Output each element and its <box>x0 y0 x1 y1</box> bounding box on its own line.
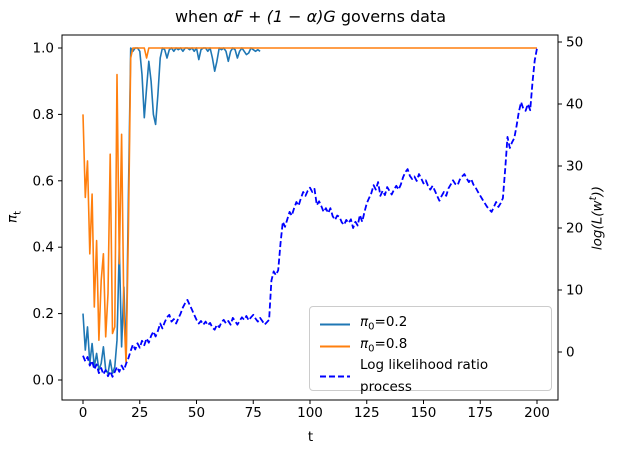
legend-pi-symbol: π <box>360 314 369 330</box>
y-axis-label-left: πt <box>5 211 24 223</box>
loglik-label-sup: t <box>587 196 599 201</box>
loglik-label-text: log(L(wt)) <box>587 185 605 251</box>
y-axis-label-right: log(L(wt)) <box>587 186 605 250</box>
legend-entry-pi02: π0=0.2 <box>320 314 541 336</box>
chart-title-math: αF + (1 − α)G <box>223 7 336 26</box>
chart-title: when αF + (1 − α)G governs data <box>0 7 621 27</box>
series-pi0-0.8-line <box>82 47 537 365</box>
series-log-likelihood-ratio-line <box>82 48 538 378</box>
legend-line-sample-glyph <box>320 345 350 348</box>
legend-line-sample-pi08 <box>320 344 350 349</box>
legend-label-rest: =0.8 <box>374 335 408 352</box>
x-tick-label: 75 <box>245 405 262 421</box>
y-left-tick-label: 0.2 <box>33 306 54 322</box>
legend-label-rest: =0.2 <box>374 314 408 330</box>
y-right-tick-label: 20 <box>566 221 583 237</box>
y-left-tick-label: 0.4 <box>33 240 54 256</box>
legend-line-sample-pi02 <box>320 322 350 327</box>
y-right-tick-label: 0 <box>566 345 575 361</box>
legend-pi-symbol: π <box>360 335 369 352</box>
legend-label-rest: Log likelihood ratio process <box>360 357 489 396</box>
y-right-tick-label: 30 <box>566 159 583 175</box>
loglik-label-post: )) <box>588 185 605 197</box>
legend-pi-subscript: 0 <box>368 321 375 333</box>
y-left-tick-label: 0.6 <box>33 173 54 189</box>
legend-line-sample-glyph <box>320 323 350 326</box>
chart-title-suffix: governs data <box>335 7 447 26</box>
y-right-tick-label: 40 <box>566 97 583 113</box>
x-tick-label: 175 <box>467 405 493 421</box>
chart-title-prefix: when <box>174 7 224 26</box>
legend-line-sample-loglik <box>320 374 350 379</box>
x-tick-label: 25 <box>131 405 148 421</box>
y-right-tick-label: 50 <box>566 35 583 51</box>
y-left-tick-label: 0.8 <box>33 107 54 123</box>
x-tick-label: 150 <box>411 405 437 421</box>
legend-line-sample-glyph <box>320 375 350 378</box>
x-tick-label: 200 <box>524 405 550 421</box>
loglik-label-pre: log(L(w <box>588 200 605 251</box>
x-tick-label: 0 <box>79 405 88 421</box>
y-left-tick-label: 1.0 <box>33 41 54 57</box>
legend-pi-subscript: 0 <box>368 343 375 355</box>
legend-label-pi02: π0=0.2 <box>360 314 407 336</box>
x-tick-label: 125 <box>354 405 380 421</box>
legend-label-loglik: Log likelihood ratio process <box>360 357 541 396</box>
x-tick-label: 100 <box>297 405 323 421</box>
pi-subscript: t <box>12 210 24 215</box>
legend: π0=0.2 π0=0.8 Log likelihood ratio proce… <box>309 306 552 395</box>
legend-label-pi08: π0=0.8 <box>360 336 407 358</box>
x-tick-label: 50 <box>188 405 205 421</box>
legend-entry-loglik: Log likelihood ratio process <box>320 357 541 396</box>
y-left-tick-label: 0.0 <box>33 373 54 389</box>
legend-entry-pi08: π0=0.8 <box>320 336 541 358</box>
y-right-tick-label: 10 <box>566 283 583 299</box>
pi-symbol: π <box>4 214 21 224</box>
x-axis-label: t <box>307 429 314 445</box>
